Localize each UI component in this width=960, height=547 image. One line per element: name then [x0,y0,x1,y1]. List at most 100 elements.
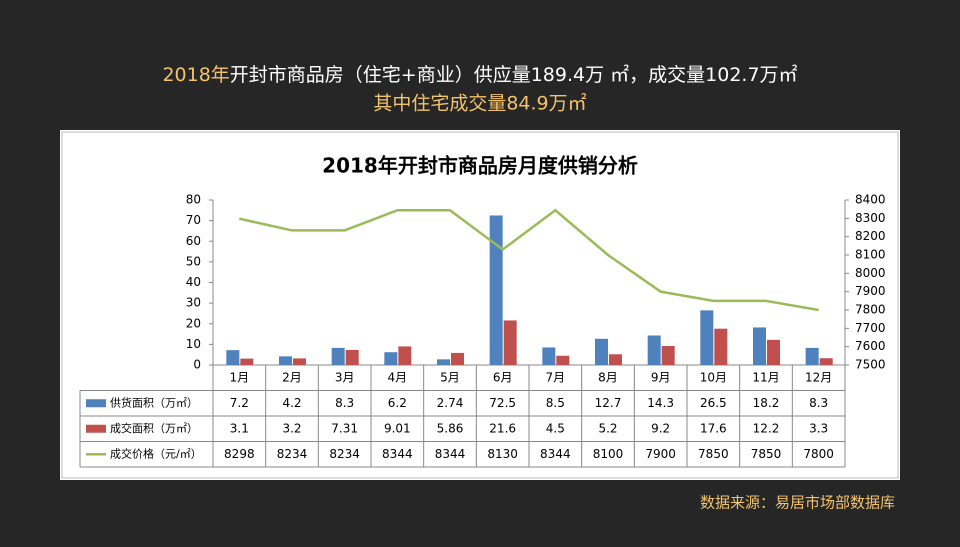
chart-border [61,131,899,479]
table-value: 7850 [751,447,782,461]
legend-label: 成交面积（万㎡） [110,421,198,435]
x-tick-label: 5月 [440,370,460,384]
bar [556,355,570,365]
table-value: 2.74 [437,396,464,410]
y2-tick-label: 8000 [855,266,886,280]
table-value: 8.5 [546,396,565,410]
legend-label: 供货面积（万㎡） [110,395,198,409]
bar [753,327,766,365]
y2-tick-label: 8200 [855,229,886,243]
bar [503,320,517,365]
table-value: 17.6 [700,421,727,435]
table-value: 8344 [382,447,413,461]
y-tick-label: 80 [186,193,201,207]
x-tick-label: 1月 [230,370,250,384]
x-tick-label: 3月 [335,370,355,384]
bar [805,347,819,365]
bar [345,349,359,365]
y2-tick-label: 8100 [855,248,886,262]
chart-box [60,130,900,480]
legend-key [86,399,106,408]
bar [451,352,464,365]
bar [293,358,306,365]
bar [595,338,608,365]
table-value: 7.31 [331,421,358,435]
bar [240,358,254,365]
x-tick-label: 2月 [282,370,302,384]
bar [767,339,780,365]
bar [331,347,345,365]
table-value: 21.6 [489,421,516,435]
y2-tick-label: 7900 [855,284,886,298]
line [239,208,819,312]
table-value: 4.5 [546,421,565,435]
y2-tick-label: 7600 [855,339,886,353]
table-value: 8344 [540,447,571,461]
headline-2: 其中住宅成交量84.9万㎡ [373,92,586,115]
y-tick-label: 50 [186,254,201,268]
bar [647,335,661,365]
table-value: 4.2 [282,396,301,410]
table-value: 8130 [487,447,518,461]
y2-tick-label: 8400 [855,193,886,207]
x-tick-label: 6月 [493,370,513,384]
y2-tick-label: 7700 [855,321,886,335]
table-value: 3.1 [230,421,249,435]
bar [542,347,556,365]
bar [437,359,450,365]
y-tick-label: 40 [186,275,201,289]
table-value: 12.7 [595,396,622,410]
x-tick-label: 9月 [651,370,671,384]
table-value: 8100 [593,447,624,461]
table-value: 18.2 [753,396,780,410]
y2-tick-label: 7500 [855,358,886,372]
y-tick-label: 70 [186,213,201,227]
x-tick-label: 7月 [546,370,566,384]
y-tick-label: 10 [186,337,201,351]
table-value: 8.3 [335,396,354,410]
table-value: 12.2 [753,421,780,435]
table-value: 8344 [435,447,466,461]
headline-rest: 开封市商品房（住宅+商业）供应量189.4万 ㎡，成交量102.7万㎡ [230,63,798,86]
y-tick-label: 0 [193,358,201,372]
headline-year: 2018年 [162,64,229,86]
headline-1: 2018年开封市商品房（住宅+商业）供应量189.4万 ㎡，成交量102.7万㎡ [162,63,797,86]
bar [226,350,240,365]
table-value: 5.2 [598,421,617,435]
y-tick-label: 20 [186,316,201,330]
y2-tick-label: 8300 [855,211,886,225]
table-value: 72.5 [489,396,516,410]
bar [700,310,714,365]
table-value: 14.3 [647,396,674,410]
legend-label: 成交价格（元/㎡） [110,446,202,460]
table-value: 5.86 [437,421,464,435]
bar [489,215,503,365]
table-value: 9.2 [651,421,670,435]
x-tick-label: 11月 [752,370,779,384]
table-value: 7800 [803,447,834,461]
bar [279,356,292,365]
y-tick-label: 60 [186,234,201,248]
y2-tick-label: 7800 [855,303,886,317]
bar [661,346,675,365]
bar [398,346,412,365]
table-value: 8234 [329,447,360,461]
y-tick-label: 30 [186,296,201,310]
table-value: 7850 [698,447,729,461]
legend-key [86,424,106,433]
chart-title: 2018年开封市商品房月度供销分析 [322,154,638,178]
bar [714,328,728,365]
table-value: 3.3 [809,421,828,435]
table-value: 9.01 [384,421,411,435]
x-tick-label: 4月 [388,370,408,384]
x-tick-label: 12月 [805,370,832,384]
x-tick-label: 10月 [700,370,727,384]
x-tick-label: 8月 [598,370,618,384]
table-value: 8234 [277,447,308,461]
table-value: 7900 [645,447,676,461]
bar [384,352,398,365]
table-value: 8.3 [809,396,828,410]
table-value: 6.2 [388,396,407,410]
